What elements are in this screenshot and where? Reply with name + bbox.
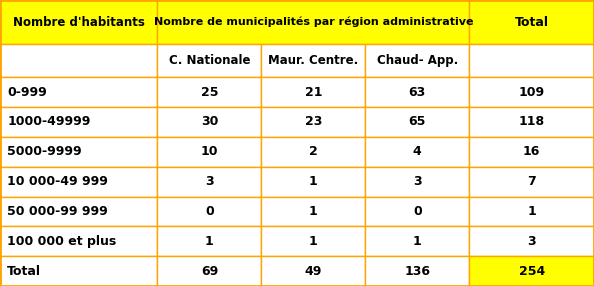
Text: 25: 25 [201, 86, 218, 99]
Text: 49: 49 [305, 265, 322, 278]
Text: Maur. Centre.: Maur. Centre. [268, 54, 358, 67]
Text: 10 000-49 999: 10 000-49 999 [7, 175, 108, 188]
Text: 0: 0 [205, 205, 214, 218]
Bar [469, 137, 594, 167]
Bar [0, 44, 157, 77]
Text: 109: 109 [519, 86, 545, 99]
Bar [0, 107, 157, 137]
Text: Total: Total [514, 16, 549, 29]
Text: 10: 10 [201, 145, 218, 158]
Text: 3: 3 [413, 175, 422, 188]
Bar [469, 107, 594, 137]
Text: 100 000 et plus: 100 000 et plus [7, 235, 116, 248]
Bar [261, 167, 365, 196]
Text: 1000-49999: 1000-49999 [7, 116, 90, 128]
Bar [157, 0, 469, 44]
Bar [469, 167, 594, 196]
Text: 16: 16 [523, 145, 541, 158]
Bar [469, 44, 594, 77]
Text: 254: 254 [519, 265, 545, 278]
Text: 4: 4 [413, 145, 422, 158]
Text: 3: 3 [527, 235, 536, 248]
Bar [469, 0, 594, 44]
Bar [157, 167, 261, 196]
Text: 3: 3 [205, 175, 214, 188]
Bar [261, 137, 365, 167]
Text: 21: 21 [305, 86, 322, 99]
Text: 136: 136 [405, 265, 430, 278]
Bar [157, 44, 261, 77]
Bar [157, 226, 261, 256]
Text: Chaud- App.: Chaud- App. [377, 54, 458, 67]
Text: C. Nationale: C. Nationale [169, 54, 250, 67]
Text: 1: 1 [309, 205, 318, 218]
Text: Nombre d'habitants: Nombre d'habitants [12, 16, 145, 29]
Text: 0: 0 [413, 205, 422, 218]
Bar [0, 226, 157, 256]
Bar [261, 196, 365, 226]
Bar [261, 256, 365, 286]
Bar [365, 196, 469, 226]
Bar [0, 256, 157, 286]
Text: 65: 65 [409, 116, 426, 128]
Bar [157, 77, 261, 107]
Bar [365, 256, 469, 286]
Text: 1: 1 [413, 235, 422, 248]
Bar [365, 137, 469, 167]
Bar [261, 44, 365, 77]
Bar [157, 107, 261, 137]
Bar [157, 137, 261, 167]
Bar [365, 44, 469, 77]
Bar [261, 107, 365, 137]
Text: 1: 1 [309, 235, 318, 248]
Text: Total: Total [7, 265, 41, 278]
Bar [469, 256, 594, 286]
Text: 1: 1 [205, 235, 214, 248]
Bar [0, 167, 157, 196]
Bar [365, 77, 469, 107]
Bar [0, 77, 157, 107]
Text: 69: 69 [201, 265, 218, 278]
Text: 2: 2 [309, 145, 318, 158]
Text: Nombre de municipalités par région administrative: Nombre de municipalités par région admin… [154, 17, 473, 27]
Bar [0, 0, 157, 44]
Text: 5000-9999: 5000-9999 [7, 145, 82, 158]
Bar [157, 256, 261, 286]
Bar [469, 196, 594, 226]
Bar [261, 77, 365, 107]
Text: 7: 7 [527, 175, 536, 188]
Text: 1: 1 [527, 205, 536, 218]
Bar [469, 77, 594, 107]
Bar [157, 196, 261, 226]
Text: 30: 30 [201, 116, 218, 128]
Text: 0-999: 0-999 [7, 86, 47, 99]
Bar [261, 226, 365, 256]
Text: 63: 63 [409, 86, 426, 99]
Bar [365, 226, 469, 256]
Text: 50 000-99 999: 50 000-99 999 [7, 205, 108, 218]
Bar [0, 137, 157, 167]
Text: 1: 1 [309, 175, 318, 188]
Bar [469, 226, 594, 256]
Bar [365, 107, 469, 137]
Bar [0, 196, 157, 226]
Text: 118: 118 [519, 116, 545, 128]
Bar [365, 167, 469, 196]
Text: 23: 23 [305, 116, 322, 128]
